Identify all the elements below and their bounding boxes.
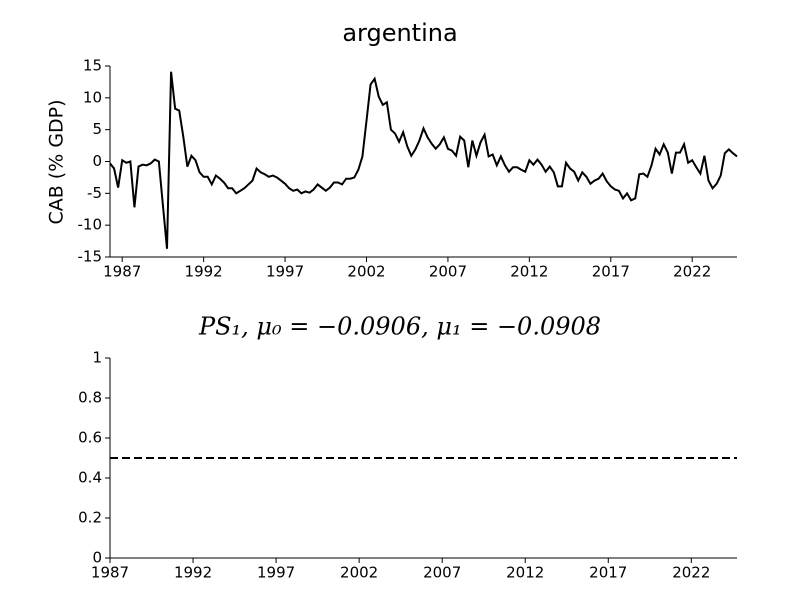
y-tick-label: -10 bbox=[78, 216, 103, 234]
y-tick-label: 0 bbox=[92, 549, 102, 567]
x-tick-label: 1987 bbox=[91, 564, 129, 582]
y-tick-label: 10 bbox=[83, 88, 102, 106]
x-tick-label: 1997 bbox=[257, 564, 295, 582]
y-tick-label: -5 bbox=[87, 184, 102, 202]
x-tick-label: 2002 bbox=[340, 564, 378, 582]
x-tick-label: 2007 bbox=[429, 263, 467, 281]
x-tick-label: 1992 bbox=[174, 564, 212, 582]
x-tick-label: 2012 bbox=[506, 564, 544, 582]
y-tick-label: 0 bbox=[92, 152, 102, 170]
y-tick-label: 0.6 bbox=[78, 429, 102, 447]
chart-title: PS₁, μ₀ = −0.0906, μ₁ = −0.0908 bbox=[198, 313, 601, 341]
y-tick-label: 0.4 bbox=[78, 469, 102, 487]
x-tick-label: 2017 bbox=[592, 263, 630, 281]
y-tick-label: 0.8 bbox=[78, 389, 102, 407]
x-tick-label: 1992 bbox=[185, 263, 223, 281]
x-tick-label: 2012 bbox=[510, 263, 548, 281]
x-tick-label: 1997 bbox=[266, 263, 304, 281]
x-tick-label: 2022 bbox=[673, 263, 711, 281]
x-tick-label: 2007 bbox=[423, 564, 461, 582]
y-tick-label: 5 bbox=[92, 120, 102, 138]
y-axis-label: CAB (% GDP) bbox=[46, 99, 68, 224]
data-line bbox=[109, 71, 738, 249]
y-tick-label: -15 bbox=[78, 248, 103, 266]
x-tick-label: 2022 bbox=[672, 564, 710, 582]
chart-title: argentina bbox=[342, 19, 457, 47]
y-tick-label: 1 bbox=[92, 349, 102, 367]
y-tick-label: 0.2 bbox=[78, 509, 102, 527]
x-tick-label: 2002 bbox=[347, 263, 385, 281]
x-tick-label: 1987 bbox=[103, 263, 141, 281]
x-tick-label: 2017 bbox=[589, 564, 627, 582]
y-tick-label: 15 bbox=[83, 57, 102, 75]
